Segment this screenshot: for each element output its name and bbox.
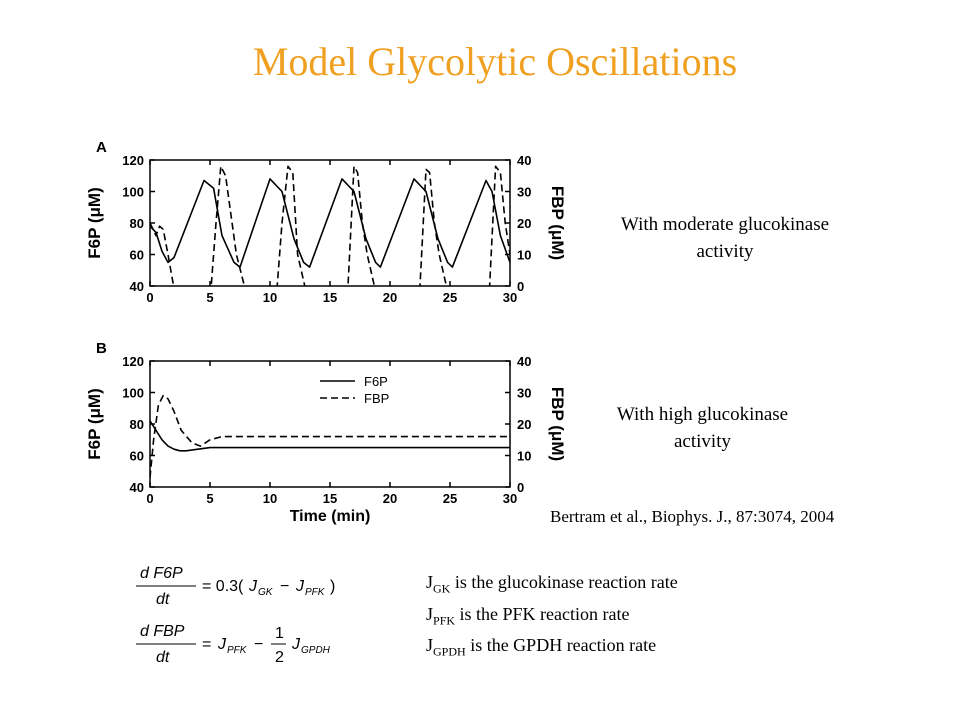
y-tick-label: 80 bbox=[130, 417, 144, 432]
y2-axis-label: FBP (μM) bbox=[548, 387, 567, 461]
x-tick-label: 5 bbox=[206, 491, 213, 506]
eq1-j2: J bbox=[295, 578, 305, 595]
x-tick-label: 0 bbox=[146, 491, 153, 506]
eq1-numerator: d F6P bbox=[140, 565, 183, 582]
y-axis-label: F6P (μM) bbox=[85, 388, 104, 459]
panel-label: B bbox=[96, 340, 107, 357]
y-tick-label: 80 bbox=[130, 216, 144, 231]
y-axis-label: F6P (μM) bbox=[85, 187, 104, 258]
y2-tick-label: 40 bbox=[517, 153, 531, 168]
eq2-half-num: 1 bbox=[275, 625, 284, 642]
eq2-numerator: d FBP bbox=[140, 623, 185, 640]
series-line-f6p bbox=[150, 178, 510, 268]
y-tick-label: 120 bbox=[122, 153, 144, 168]
y2-tick-label: 30 bbox=[517, 185, 531, 200]
eq1-rhs: = 0.3( bbox=[202, 578, 244, 595]
x-tick-label: 30 bbox=[503, 491, 517, 506]
plot-frame bbox=[149, 159, 511, 287]
chart-a: A 0 5 10 15 20 25 30 40 60 80 100 120 0 10 20 30 40 F6P (μ… bbox=[85, 139, 567, 305]
caption-high-line2: activity bbox=[674, 431, 731, 452]
x-tick-label: 0 bbox=[146, 290, 153, 305]
x-axis-label: Time (min) bbox=[290, 508, 371, 525]
eq2-j2-sub: GPDH bbox=[301, 645, 331, 656]
caption-moderate: With moderate glucokinase activity bbox=[580, 211, 870, 265]
x-tick-label: 15 bbox=[323, 491, 337, 506]
x-tick-label: 20 bbox=[383, 491, 397, 506]
equations: d F6P dt = 0.3( J GK − J PFK ) d FBP dt … bbox=[136, 565, 335, 666]
y2-tick-label: 30 bbox=[517, 386, 531, 401]
x-tick-label: 15 bbox=[323, 290, 337, 305]
y2-tick-label: 10 bbox=[517, 449, 531, 464]
y-tick-label: 120 bbox=[122, 354, 144, 369]
eq2-equals: = bbox=[202, 636, 211, 653]
eq2-j1-sub: PFK bbox=[227, 645, 248, 656]
eq2-half-den: 2 bbox=[275, 649, 284, 666]
eq2-denominator: dt bbox=[156, 649, 170, 666]
caption-moderate-line1: With moderate glucokinase bbox=[620, 214, 830, 235]
legend-label: FBP bbox=[364, 391, 389, 406]
caption-high-line1: With high glucokinase bbox=[616, 404, 789, 425]
x-tick-label: 30 bbox=[503, 290, 517, 305]
citation: Bertram et al., Biophys. J., 87:3074, 20… bbox=[550, 507, 835, 526]
eq1-close: ) bbox=[330, 578, 335, 595]
definition-pfk: JPFK is the PFK reaction rate bbox=[426, 603, 630, 628]
x-tick-label: 10 bbox=[263, 290, 277, 305]
eq1-minus: − bbox=[280, 578, 289, 595]
y-tick-label: 60 bbox=[130, 248, 144, 263]
eq1-j1: J bbox=[248, 578, 258, 595]
y2-axis-label: FBP (μM) bbox=[548, 186, 567, 260]
rate-definitions: JGK is the glucokinase reaction rate JPF… bbox=[426, 570, 678, 665]
y-tick-label: 100 bbox=[122, 386, 144, 401]
eq2-j1: J bbox=[217, 636, 227, 653]
y2-tick-label: 20 bbox=[517, 417, 531, 432]
x-tick-label: 25 bbox=[443, 491, 457, 506]
plot-frame bbox=[149, 360, 511, 488]
plot-area bbox=[150, 165, 510, 286]
y2-tick-label: 0 bbox=[517, 480, 524, 495]
y2-tick-label: 20 bbox=[517, 216, 531, 231]
eq1-denominator: dt bbox=[156, 591, 170, 608]
definition-gpdh: JGPDH is the GPDH reaction rate bbox=[426, 635, 657, 659]
series-line-fbp bbox=[150, 394, 510, 478]
panel-label: A bbox=[96, 139, 107, 156]
slide-title: Model Glycolytic Oscillations bbox=[252, 39, 738, 84]
y-tick-label: 40 bbox=[130, 279, 144, 294]
definition-gk: JGK is the glucokinase reaction rate bbox=[426, 572, 678, 596]
eq1-j2-sub: PFK bbox=[305, 587, 326, 598]
series-line-f6p bbox=[150, 420, 510, 452]
x-tick-label: 25 bbox=[443, 290, 457, 305]
chart-b: B 0 5 10 15 20 25 30 40 60 80 100 120 0 10 20 30 40 F6P (μ… bbox=[85, 340, 567, 525]
caption-moderate-line2: activity bbox=[696, 241, 754, 262]
caption-high: With high glucokinase activity bbox=[565, 401, 840, 455]
legend-label: F6P bbox=[364, 374, 388, 389]
y2-tick-label: 40 bbox=[517, 354, 531, 369]
eq2-j2: J bbox=[291, 636, 301, 653]
x-tick-label: 5 bbox=[206, 290, 213, 305]
y-tick-label: 40 bbox=[130, 480, 144, 495]
eq2-minus: − bbox=[254, 636, 263, 653]
y2-tick-label: 0 bbox=[517, 279, 524, 294]
y-tick-label: 60 bbox=[130, 449, 144, 464]
x-tick-label: 20 bbox=[383, 290, 397, 305]
eq1-j1-sub: GK bbox=[258, 587, 274, 598]
plot-area bbox=[150, 394, 510, 478]
x-tick-label: 10 bbox=[263, 491, 277, 506]
y-tick-label: 100 bbox=[122, 185, 144, 200]
y2-tick-label: 10 bbox=[517, 248, 531, 263]
